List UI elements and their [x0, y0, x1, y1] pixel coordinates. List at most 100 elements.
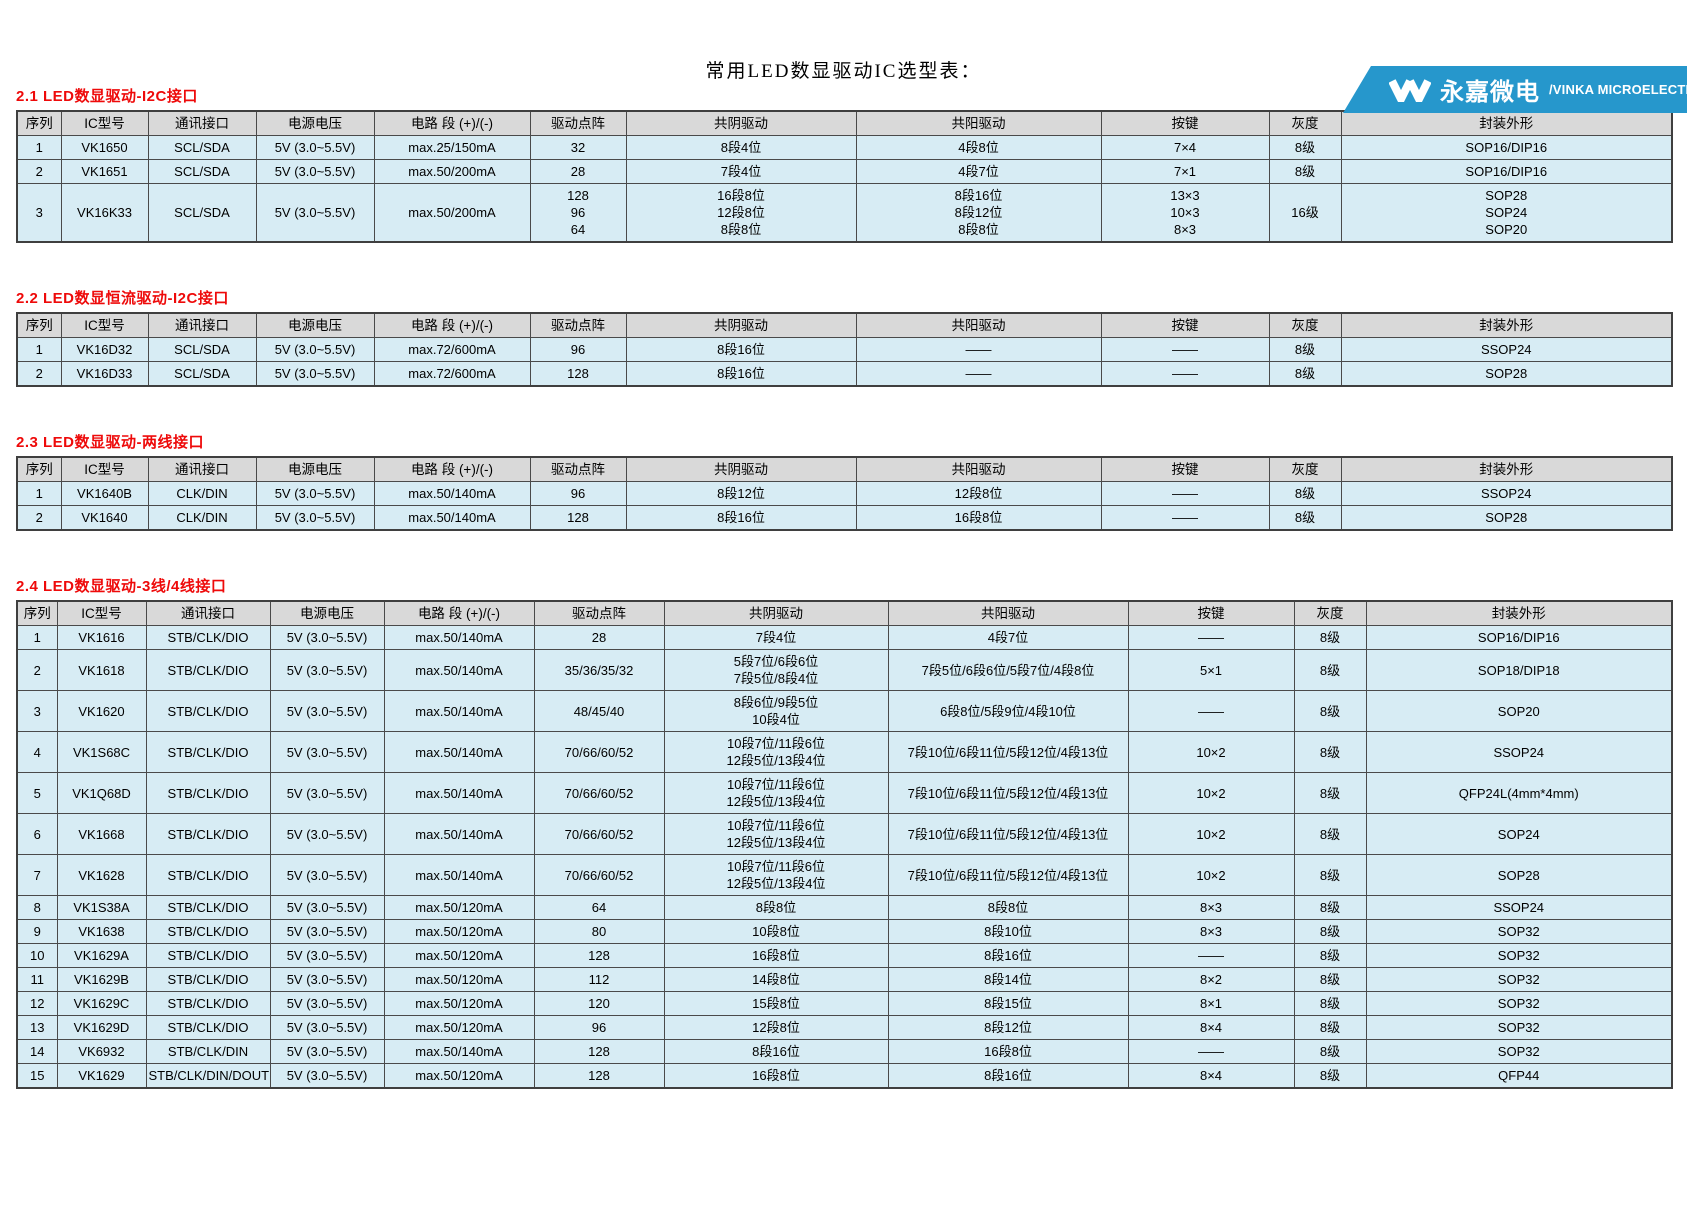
table-section: 2.4 LED数显驱动-3线/4线接口 序列 IC型号 通讯接口 电源电压 电路 段 (+…	[0, 575, 1687, 1089]
table-cell: 8级	[1293, 895, 1367, 920]
table-cell: 5V (3.0~5.5V)	[255, 505, 375, 531]
table-cell: STB/CLK/DIN	[145, 1039, 271, 1064]
table-cell: 70/66/60/52	[533, 854, 665, 896]
table-row: 14 VK6932 STB/CLK/DIN 5V (3.0~5.5V) max.50/1…	[16, 1039, 1673, 1064]
table-cell: 9	[16, 919, 58, 944]
table-cell: QFP44	[1365, 1063, 1673, 1089]
table-cell: SOP32	[1365, 991, 1673, 1016]
column-header: 封装外形	[1340, 312, 1673, 338]
table-cell: 120	[533, 991, 665, 1016]
table-cell: 96	[533, 1015, 665, 1040]
table-cell: 8段6位/9段5位 10段4位	[663, 690, 889, 732]
table-cell: 8级	[1293, 854, 1367, 896]
table-cell: SCL/SDA	[147, 337, 257, 362]
table-cell: 8段8位	[887, 895, 1129, 920]
column-header: 共阴驱动	[625, 312, 857, 338]
table-cell: 8段16位	[887, 943, 1129, 968]
table-cell: VK1618	[56, 649, 147, 691]
table-row: 10 VK1629A STB/CLK/DIO 5V (3.0~5.5V) max.50/…	[16, 943, 1673, 968]
table-cell: VK1Q68D	[56, 772, 147, 814]
table-cell: ——	[1127, 690, 1295, 732]
table-cell: 8×4	[1127, 1015, 1295, 1040]
table-cell: VK1651	[60, 159, 149, 184]
table-cell: STB/CLK/DIO	[145, 813, 271, 855]
table-cell: 2	[16, 505, 62, 531]
table-cell: max.50/120mA	[383, 967, 535, 992]
table-cell: STB/CLK/DIO	[145, 772, 271, 814]
table-cell: STB/CLK/DIO	[145, 991, 271, 1016]
column-header: 电源电压	[255, 110, 375, 136]
table-cell: 10段7位/11段6位 12段5位/13段4位	[663, 772, 889, 814]
table-cell: 7段10位/6段11位/5段12位/4段13位	[887, 854, 1129, 896]
column-header: 共阳驱动	[855, 456, 1102, 482]
table-cell: 8段15位	[887, 991, 1129, 1016]
selection-tables: 2.1 LED数显驱动-I2C接口 序列 IC型号 通讯接口 电源电压 电路 段 (+)/…	[0, 85, 1687, 1089]
table-cell: STB/CLK/DIO	[145, 895, 271, 920]
table-cell: 16段8位 12段8位 8段8位	[625, 183, 857, 243]
ic-table: 序列 IC型号 通讯接口 电源电压 电路 段 (+)/(-) 驱动点阵 共阴驱动 共阳驱动 按键…	[16, 312, 1673, 387]
column-header: 按键	[1100, 456, 1270, 482]
table-cell: 5V (3.0~5.5V)	[255, 361, 375, 387]
table-cell: 7段10位/6段11位/5段12位/4段13位	[887, 813, 1129, 855]
section-heading: 2.4 LED数显驱动-3线/4线接口	[16, 578, 227, 595]
table-cell: 70/66/60/52	[533, 731, 665, 773]
table-cell: 1	[16, 481, 62, 506]
table-cell: SOP28	[1340, 505, 1673, 531]
table-cell: 8级	[1293, 1015, 1367, 1040]
table-cell: 10×2	[1127, 731, 1295, 773]
table-cell: 10段7位/11段6位 12段5位/13段4位	[663, 813, 889, 855]
table-cell: 28	[533, 625, 665, 650]
table-cell: VK1640B	[60, 481, 149, 506]
table-cell: 5V (3.0~5.5V)	[255, 135, 375, 160]
table-cell: 2	[16, 361, 62, 387]
table-cell: STB/CLK/DIO	[145, 649, 271, 691]
table-cell: 128 96 64	[529, 183, 627, 243]
table-cell: SOP20	[1365, 690, 1673, 732]
table-cell: 12	[16, 991, 58, 1016]
table-cell: STB/CLK/DIO	[145, 943, 271, 968]
table-cell: 2	[16, 649, 58, 691]
table-cell: 10段7位/11段6位 12段5位/13段4位	[663, 854, 889, 896]
table-cell: max.25/150mA	[373, 135, 531, 160]
table-cell: max.50/200mA	[373, 159, 531, 184]
table-cell: SSOP24	[1365, 895, 1673, 920]
table-cell: VK1S38A	[56, 895, 147, 920]
table-cell: SOP28	[1365, 854, 1673, 896]
table-cell: STB/CLK/DIO	[145, 967, 271, 992]
table-cell: 7段10位/6段11位/5段12位/4段13位	[887, 731, 1129, 773]
table-row: 5 VK1Q68D STB/CLK/DIO 5V (3.0~5.5V) max.50/1…	[16, 772, 1673, 814]
table-row: 2 VK16D33 SCL/SDA 5V (3.0~5.5V) max.72/600mA…	[16, 361, 1673, 387]
vinka-logo-icon	[1389, 78, 1431, 102]
table-cell: 8级	[1293, 1063, 1367, 1089]
table-row: 1 VK1640B CLK/DIN 5V (3.0~5.5V) max.50/140mA…	[16, 481, 1673, 506]
column-header: 共阴驱动	[625, 110, 857, 136]
table-cell: 5V (3.0~5.5V)	[269, 625, 385, 650]
table-cell: 7段10位/6段11位/5段12位/4段13位	[887, 772, 1129, 814]
table-cell: VK1668	[56, 813, 147, 855]
table-cell: 8段12位	[887, 1015, 1129, 1040]
column-header: 驱动点阵	[529, 456, 627, 482]
table-row: 6 VK1668 STB/CLK/DIO 5V (3.0~5.5V) max.50/14…	[16, 813, 1673, 855]
table-cell: SOP24	[1365, 813, 1673, 855]
table-cell: SCL/SDA	[147, 361, 257, 387]
table-cell: 5V (3.0~5.5V)	[269, 731, 385, 773]
table-cell: 8级	[1293, 772, 1367, 814]
table-cell: STB/CLK/DIO	[145, 731, 271, 773]
table-cell: 7×1	[1100, 159, 1270, 184]
table-row: 1 VK1650 SCL/SDA 5V (3.0~5.5V) max.25/150mA 3…	[16, 135, 1673, 160]
table-cell: ——	[1127, 625, 1295, 650]
table-cell: SOP16/DIP16	[1340, 135, 1673, 160]
table-cell: 10×2	[1127, 854, 1295, 896]
table-cell: SOP16/DIP16	[1340, 159, 1673, 184]
table-cell: max.50/120mA	[383, 895, 535, 920]
ic-table: 序列 IC型号 通讯接口 电源电压 电路 段 (+)/(-) 驱动点阵 共阴驱动 共阳驱动 按键…	[16, 456, 1673, 531]
table-cell: 8级	[1293, 967, 1367, 992]
table-cell: SCL/SDA	[147, 135, 257, 160]
table-cell: 128	[533, 1039, 665, 1064]
table-cell: ——	[1100, 361, 1270, 387]
table-cell: STB/CLK/DIO	[145, 854, 271, 896]
column-header: 序列	[16, 110, 62, 136]
table-cell: 8段14位	[887, 967, 1129, 992]
column-header: 按键	[1127, 600, 1295, 626]
table-cell: 10段7位/11段6位 12段5位/13段4位	[663, 731, 889, 773]
